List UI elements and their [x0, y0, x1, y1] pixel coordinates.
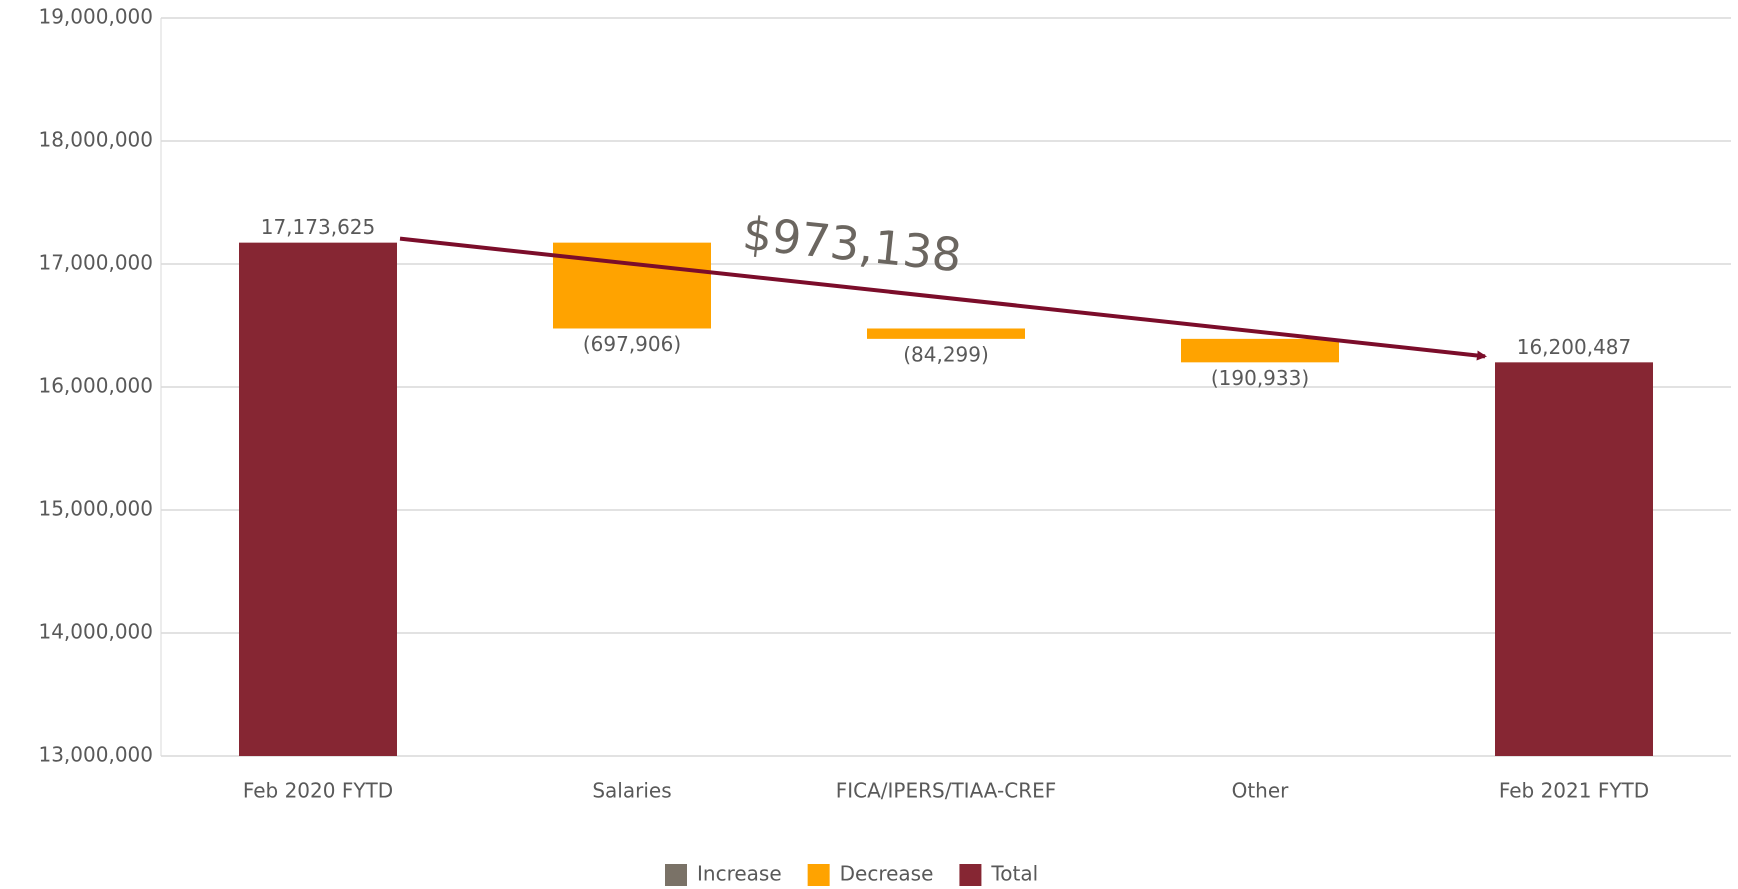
- x-tick-label: Feb 2020 FYTD: [243, 779, 393, 803]
- legend-label: Decrease: [840, 862, 934, 886]
- y-tick-label: 18,000,000: [38, 128, 153, 152]
- y-tick-label: 14,000,000: [38, 620, 153, 644]
- annotation: $973,138: [740, 206, 964, 283]
- legend-label: Increase: [697, 862, 782, 886]
- bar: [1181, 338, 1339, 363]
- legend-label: Total: [990, 862, 1038, 886]
- y-tick-label: 17,000,000: [38, 251, 153, 275]
- x-tick-label: Salaries: [592, 779, 671, 803]
- legend-swatch: [959, 864, 982, 886]
- y-tick-label: 13,000,000: [38, 743, 153, 767]
- bar: [553, 242, 711, 329]
- x-tick-label: Other: [1232, 779, 1290, 803]
- bar: [867, 328, 1025, 339]
- x-tick-label: Feb 2021 FYTD: [1499, 779, 1649, 803]
- x-tick-label: FICA/IPERS/TIAA-CREF: [836, 779, 1057, 803]
- y-tick-label: 16,000,000: [38, 374, 153, 398]
- bar: [1495, 362, 1653, 756]
- data-label: (84,299): [903, 342, 989, 366]
- y-tick-label: 19,000,000: [38, 5, 153, 29]
- bar: [239, 242, 397, 757]
- data-label: (190,933): [1211, 366, 1309, 390]
- data-label: 16,200,487: [1517, 335, 1632, 359]
- arrow: [399, 236, 1487, 361]
- y-tick-label: 15,000,000: [38, 497, 153, 521]
- data-label: (697,906): [583, 332, 681, 356]
- legend-swatch: [665, 864, 687, 886]
- legend-swatch: [807, 864, 830, 886]
- data-label: 17,173,625: [261, 215, 376, 239]
